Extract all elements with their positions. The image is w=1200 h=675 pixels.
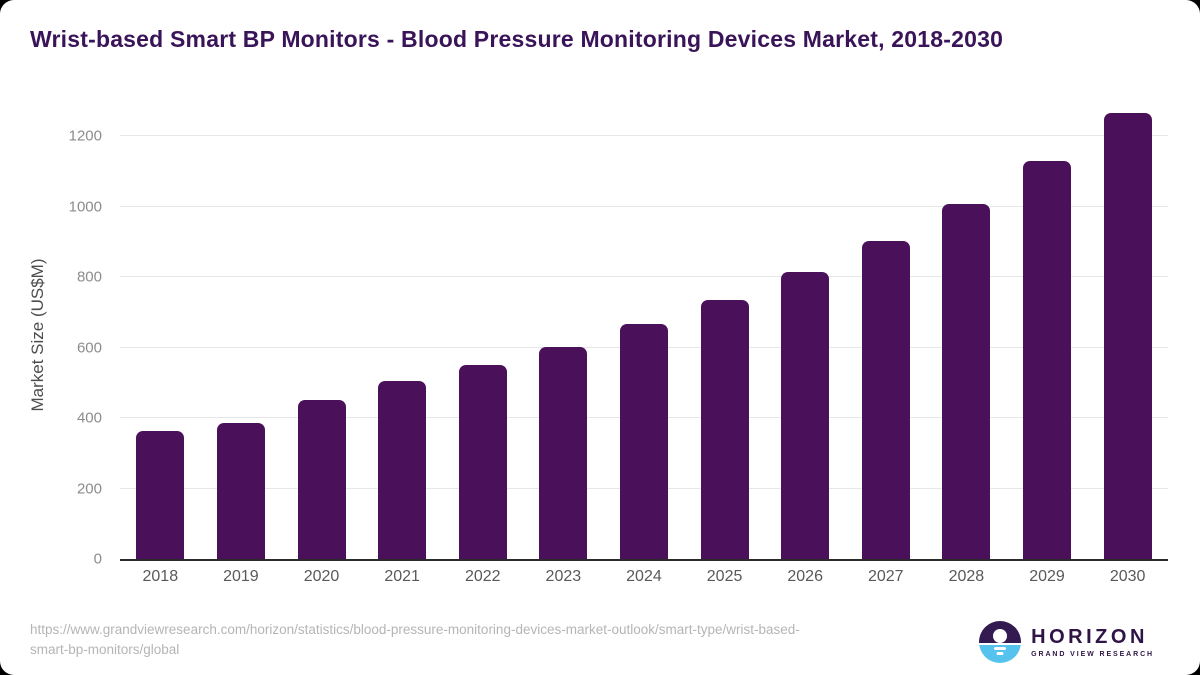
horizon-sun-over-water-icon xyxy=(979,621,1022,663)
bar-2018 xyxy=(136,431,185,559)
y-tick-label-400: 400 xyxy=(76,409,102,427)
bar-2027 xyxy=(861,240,910,559)
gridline-800 xyxy=(120,276,1168,277)
x-axis-tick-labels: 2018 2019 2020 2021 2022 2023 2024 2025 2026 2027… xyxy=(120,568,1168,586)
bar-2028 xyxy=(942,204,991,559)
y-axis-tick-labels: 0 200 400 600 800 1000 1200 xyxy=(0,129,112,567)
source-url: https://www.grandviewresearch.com/horizo… xyxy=(30,620,940,660)
y-tick-label-1200: 1200 xyxy=(68,127,102,145)
source-url-line-1: https://www.grandviewresearch.com/horizo… xyxy=(30,622,800,637)
y-tick-label-0: 0 xyxy=(93,550,102,568)
x-tick-label-2019: 2019 xyxy=(223,568,259,585)
bar-2025 xyxy=(700,299,749,559)
x-tick-label-2028: 2028 xyxy=(948,568,985,585)
y-tick-label-600: 600 xyxy=(76,339,102,356)
water-reflection-line xyxy=(996,652,1004,655)
plot-area xyxy=(120,112,1168,561)
y-tick-label-200: 200 xyxy=(76,480,102,497)
bar-2019 xyxy=(216,423,265,559)
y-tick-label-800: 800 xyxy=(76,268,102,286)
x-tick-label-2021: 2021 xyxy=(384,568,420,585)
logo-subtitle: GRAND VIEW RESEARCH xyxy=(1031,650,1154,658)
bar-2023 xyxy=(539,346,588,559)
x-tick-label-2030: 2030 xyxy=(1109,568,1146,585)
x-tick-label-2018: 2018 xyxy=(142,568,179,585)
x-tick-label-2026: 2026 xyxy=(787,568,823,585)
x-tick-label-2023: 2023 xyxy=(545,568,582,585)
source-url-line-2: smart-bp-monitors/global xyxy=(30,642,180,657)
gridline-1000 xyxy=(120,205,1168,207)
bar-2026 xyxy=(781,272,830,559)
bar-2030 xyxy=(1103,112,1152,559)
bar-2024 xyxy=(620,324,668,559)
bar-2020 xyxy=(297,400,346,559)
logo-text: HORIZON GRAND VIEW RESEARCH xyxy=(1031,627,1154,658)
logo-name: HORIZON xyxy=(1031,625,1148,648)
page-title: Wrist-based Smart BP Monitors - Blood Pr… xyxy=(30,26,1004,52)
bar-2021 xyxy=(378,381,427,559)
sun-icon xyxy=(993,629,1008,643)
x-tick-label-2020: 2020 xyxy=(303,568,340,585)
bar-2029 xyxy=(1023,161,1072,559)
y-tick-label-1000: 1000 xyxy=(68,198,102,215)
x-tick-label-2024: 2024 xyxy=(626,568,662,585)
x-tick-label-2025: 2025 xyxy=(706,568,743,585)
x-tick-label-2029: 2029 xyxy=(1029,568,1065,585)
bar-2022 xyxy=(458,365,507,559)
x-tick-label-2027: 2027 xyxy=(867,568,904,585)
horizon-logo: HORIZON GRAND VIEW RESEARCH xyxy=(979,621,1154,663)
x-tick-label-2022: 2022 xyxy=(464,568,501,585)
gridline-1200 xyxy=(120,135,1168,136)
water-reflection-line xyxy=(994,647,1007,650)
